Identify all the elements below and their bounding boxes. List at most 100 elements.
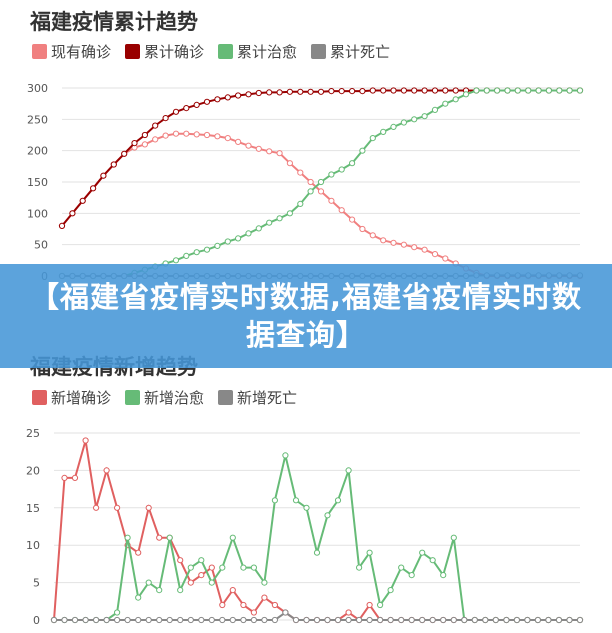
data-point bbox=[411, 87, 418, 94]
legend-item[interactable]: 新增死亡 bbox=[218, 387, 297, 408]
data-point bbox=[266, 219, 273, 226]
data-point bbox=[345, 616, 352, 624]
chart-legend: 现有确诊 累计确诊 累计治愈 累计死亡 bbox=[32, 41, 404, 62]
data-point bbox=[103, 616, 110, 624]
data-point bbox=[408, 572, 415, 579]
data-point bbox=[124, 616, 131, 624]
legend-label: 新增死亡 bbox=[237, 389, 298, 407]
data-point bbox=[556, 87, 563, 94]
legend-item[interactable]: 累计确诊 bbox=[125, 41, 204, 62]
data-point bbox=[338, 166, 345, 173]
data-point bbox=[503, 616, 510, 624]
series-line bbox=[61, 132, 580, 277]
data-point bbox=[208, 564, 215, 571]
data-point bbox=[282, 609, 289, 616]
data-point bbox=[349, 160, 356, 167]
data-point bbox=[359, 88, 366, 95]
data-point bbox=[377, 616, 384, 624]
legend-item[interactable]: 现有确诊 bbox=[32, 41, 111, 62]
data-point bbox=[271, 616, 278, 624]
legend-label: 累计治愈 bbox=[237, 43, 298, 61]
data-point bbox=[219, 601, 226, 609]
data-point bbox=[317, 188, 325, 195]
data-point bbox=[135, 616, 142, 624]
data-point bbox=[313, 616, 321, 624]
data-point bbox=[271, 497, 278, 504]
data-point bbox=[328, 197, 335, 204]
data-point bbox=[359, 147, 366, 154]
data-point bbox=[271, 601, 278, 609]
legend-label: 累计死亡 bbox=[330, 43, 391, 61]
data-point bbox=[328, 171, 335, 178]
data-point bbox=[187, 616, 194, 624]
data-point bbox=[369, 135, 376, 142]
data-point bbox=[103, 467, 110, 474]
data-point bbox=[183, 130, 190, 137]
data-point bbox=[566, 616, 573, 624]
data-point bbox=[576, 87, 584, 94]
data-point bbox=[345, 609, 352, 616]
data-point bbox=[82, 616, 89, 624]
y-tick-label: 15 bbox=[26, 502, 40, 515]
data-point bbox=[214, 133, 221, 140]
data-point bbox=[172, 257, 180, 264]
data-point bbox=[135, 549, 142, 556]
data-point bbox=[408, 616, 415, 624]
data-point bbox=[141, 141, 148, 148]
legend-item[interactable]: 累计治愈 bbox=[218, 41, 297, 62]
data-point bbox=[235, 235, 242, 242]
data-point bbox=[255, 225, 262, 232]
data-point bbox=[411, 116, 418, 123]
data-point bbox=[307, 178, 314, 186]
data-point bbox=[69, 210, 76, 217]
data-point bbox=[124, 534, 131, 541]
legend-item[interactable]: 新增确诊 bbox=[32, 387, 111, 408]
data-point bbox=[235, 138, 242, 145]
data-point bbox=[93, 616, 100, 624]
y-tick-label: 5 bbox=[33, 577, 40, 590]
data-point bbox=[324, 512, 331, 519]
data-point bbox=[292, 497, 300, 504]
data-point bbox=[145, 504, 152, 511]
data-point bbox=[303, 504, 310, 511]
legend-swatch bbox=[32, 390, 47, 405]
legend-swatch bbox=[218, 44, 234, 59]
data-point bbox=[380, 87, 387, 94]
legend-swatch bbox=[125, 44, 141, 59]
data-point bbox=[276, 215, 283, 222]
data-point bbox=[380, 237, 387, 244]
legend-label: 新增治愈 bbox=[144, 389, 205, 407]
data-point bbox=[431, 251, 439, 258]
data-point bbox=[240, 601, 247, 609]
data-point bbox=[152, 136, 159, 143]
data-point bbox=[442, 255, 449, 262]
data-point bbox=[421, 246, 428, 253]
data-point bbox=[166, 616, 173, 624]
data-point bbox=[79, 197, 86, 204]
y-tick-label: 20 bbox=[26, 464, 40, 477]
data-point bbox=[513, 616, 521, 624]
data-point bbox=[193, 131, 200, 138]
data-point bbox=[240, 616, 247, 624]
data-point bbox=[208, 616, 215, 624]
legend-item[interactable]: 累计死亡 bbox=[311, 41, 390, 62]
data-point bbox=[261, 579, 268, 586]
data-point bbox=[156, 616, 163, 624]
legend-item[interactable]: 新增治愈 bbox=[125, 387, 204, 408]
data-point bbox=[514, 87, 521, 94]
data-point bbox=[297, 200, 304, 207]
legend-swatch bbox=[311, 44, 327, 59]
data-point bbox=[203, 98, 211, 105]
data-point bbox=[172, 130, 180, 137]
data-point bbox=[183, 252, 190, 259]
data-point bbox=[369, 87, 376, 94]
data-point bbox=[431, 106, 439, 114]
data-point bbox=[421, 113, 428, 120]
data-point bbox=[324, 616, 331, 624]
data-point bbox=[369, 232, 376, 239]
data-point bbox=[398, 616, 405, 624]
data-point bbox=[245, 230, 252, 237]
data-point bbox=[545, 616, 552, 624]
data-point bbox=[334, 616, 342, 624]
data-point bbox=[193, 249, 200, 256]
